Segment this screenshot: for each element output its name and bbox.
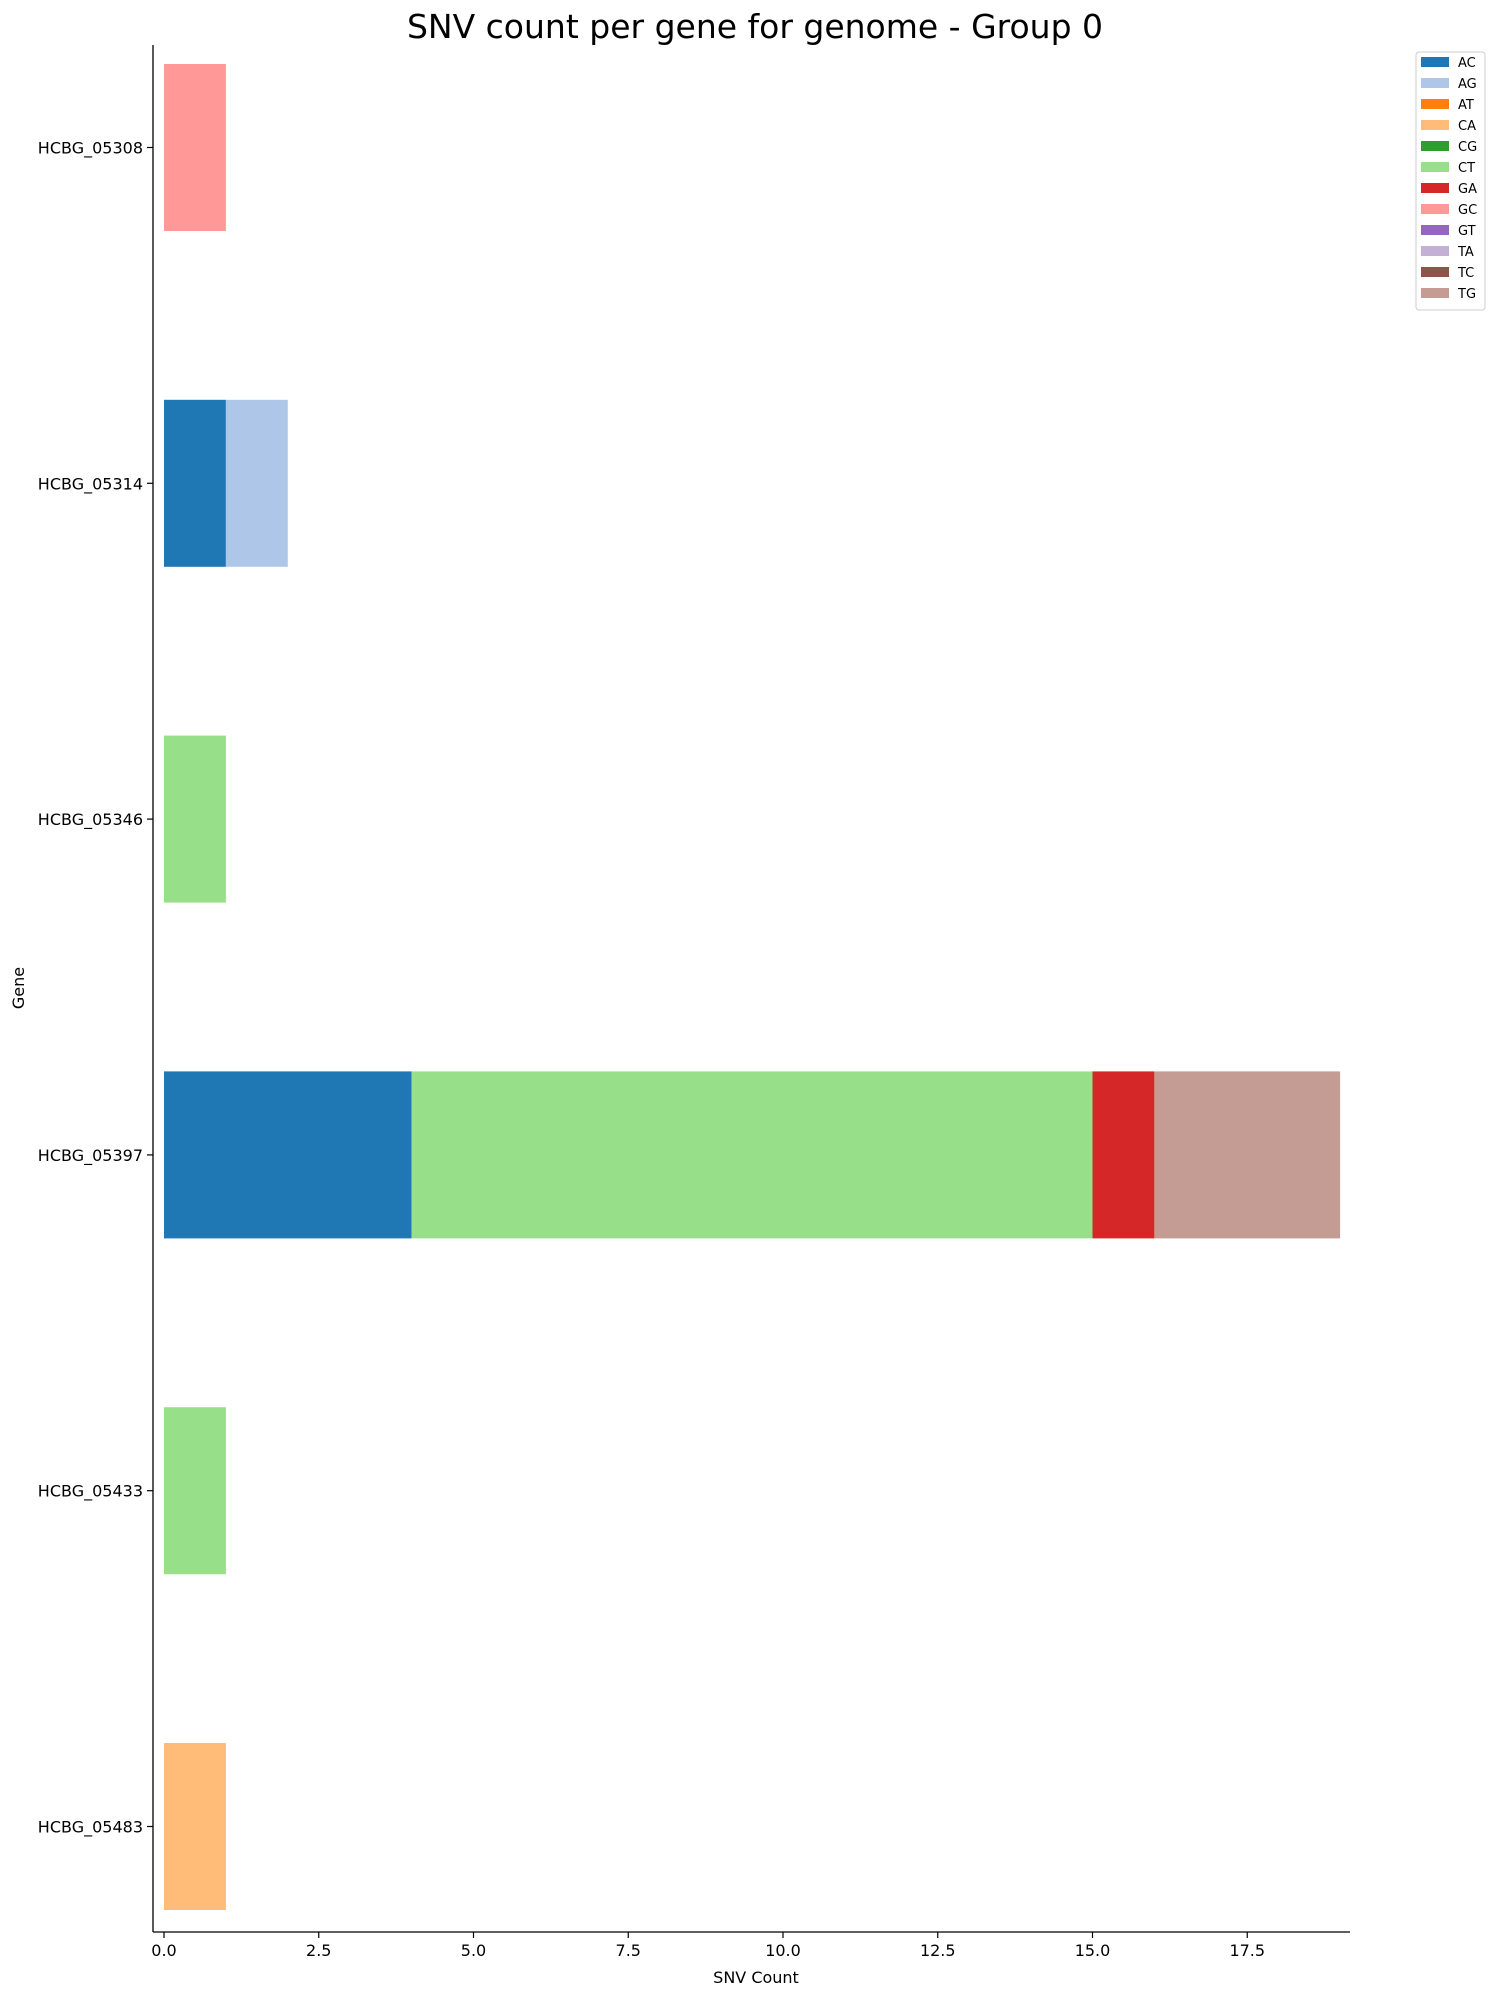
legend-swatch-AC (1421, 57, 1449, 67)
bar-HCBG_05308-GC (164, 64, 226, 231)
x-tick-label: 10.0 (765, 1941, 801, 1960)
legend-label-CA: CA (1458, 119, 1476, 134)
x-tick-label: 17.5 (1229, 1941, 1265, 1960)
bar-HCBG_05397-AC (164, 1071, 412, 1239)
legend-swatch-GT (1421, 225, 1449, 235)
y-tick-label: HCBG_05433 (38, 1482, 143, 1502)
legend-label-CG: CG (1458, 140, 1477, 155)
bars (164, 64, 1341, 1910)
x-tick-label: 7.5 (616, 1941, 641, 1960)
legend-label-TG: TG (1457, 287, 1476, 302)
x-axis-label: SNV Count (713, 1968, 799, 1987)
legend-label-AC: AC (1458, 56, 1476, 71)
legend-label-AT: AT (1458, 98, 1474, 113)
y-axis-ticks: HCBG_05308 HCBG_05314 HCBG_05346 HCBG_05397… (38, 139, 153, 1838)
bar-HCBG_05314-AC (164, 399, 226, 567)
chart-title: SNV count per gene for genome - Group 0 (407, 7, 1103, 46)
y-tick-label: HCBG_05308 (38, 139, 143, 159)
x-tick-label: 2.5 (306, 1941, 331, 1960)
y-tick-label: HCBG_05346 (38, 810, 143, 830)
legend-frame (1415, 51, 1486, 311)
bar-HCBG_05397-GA (1092, 1071, 1155, 1239)
bar-HCBG_05346-CT (164, 735, 226, 903)
bar-HCBG_05397-TG (1154, 1071, 1341, 1239)
legend-swatch-TG (1421, 288, 1449, 298)
y-tick-label: HCBG_05483 (38, 1818, 143, 1838)
y-tick-label: HCBG_05314 (38, 474, 143, 494)
legend-label-GC: GC (1458, 203, 1477, 218)
legend-label-TC: TC (1457, 266, 1474, 281)
x-axis-ticks: 0.0 2.5 5.0 7.5 10.0 12.5 15.0 17.5 (151, 1932, 1265, 1960)
legend-swatch-CG (1421, 141, 1449, 151)
y-axis-label: Gene (9, 967, 28, 1009)
legend: AC AG AT CA CG CT GA GC GT TA TC TG (1415, 51, 1486, 311)
x-tick-label: 15.0 (1075, 1941, 1111, 1960)
legend-swatch-CT (1421, 162, 1449, 172)
bar-HCBG_05314-AG (225, 399, 288, 567)
legend-swatch-GA (1421, 183, 1449, 193)
legend-swatch-AG (1421, 78, 1449, 88)
legend-swatch-TC (1421, 267, 1449, 277)
y-tick-label: HCBG_05397 (38, 1146, 143, 1166)
legend-swatch-TA (1421, 246, 1449, 256)
legend-label-CT: CT (1458, 161, 1475, 176)
legend-label-TA: TA (1457, 245, 1474, 260)
bar-HCBG_05397-CT (411, 1071, 1093, 1239)
x-tick-label: 0.0 (151, 1941, 176, 1960)
legend-swatch-GC (1421, 204, 1449, 214)
bar-HCBG_05433-CT (164, 1407, 226, 1575)
legend-swatch-CA (1421, 120, 1449, 130)
bar-HCBG_05483-CA (164, 1743, 226, 1910)
x-tick-label: 12.5 (920, 1941, 956, 1960)
x-tick-label: 5.0 (461, 1941, 486, 1960)
legend-label-AG: AG (1458, 77, 1477, 92)
legend-label-GA: GA (1458, 182, 1477, 197)
legend-swatch-AT (1421, 99, 1449, 109)
legend-label-GT: GT (1458, 224, 1476, 239)
